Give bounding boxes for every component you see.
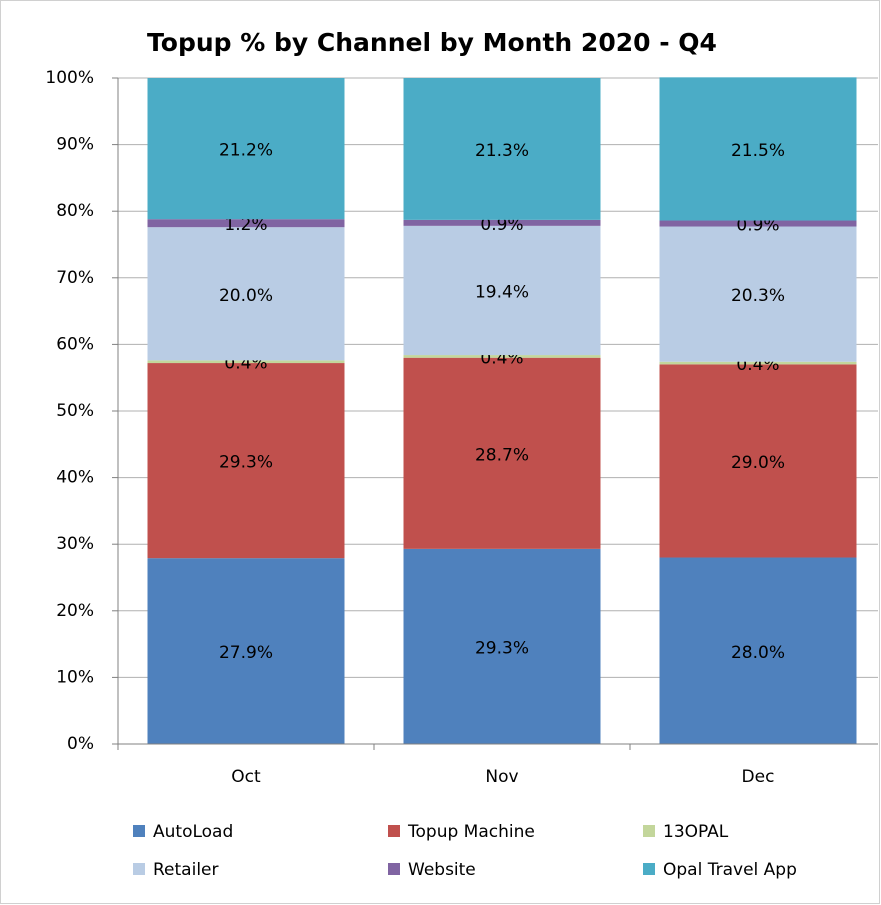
x-tick-label: Nov	[485, 767, 518, 787]
data-label: 29.0%	[731, 453, 785, 473]
legend-swatch	[388, 825, 400, 837]
legend-label: 13OPAL	[663, 822, 729, 842]
data-label: 27.9%	[219, 643, 273, 663]
y-tick-label: 10%	[56, 667, 94, 687]
data-label: 29.3%	[219, 453, 273, 473]
y-tick-label: 90%	[56, 135, 94, 155]
bar-segment	[403, 355, 601, 358]
bar-segment	[659, 364, 857, 558]
data-label: 19.4%	[475, 282, 529, 302]
data-label: 20.0%	[219, 286, 273, 306]
y-tick-label: 40%	[56, 468, 94, 488]
legend-swatch	[388, 863, 400, 875]
y-tick-label: 50%	[56, 401, 94, 421]
data-label: 28.7%	[475, 445, 529, 465]
bar-segment	[403, 225, 601, 356]
bar-segment	[659, 226, 857, 362]
legend-label: Opal Travel App	[663, 860, 797, 880]
bar-segment	[403, 548, 601, 744]
legend-label: Topup Machine	[407, 822, 535, 842]
bar-segment	[659, 77, 857, 221]
y-tick-label: 80%	[56, 201, 94, 221]
x-tick-label: Oct	[231, 767, 261, 787]
legend-swatch	[133, 863, 145, 875]
data-label: 21.3%	[475, 141, 529, 161]
bar-segment	[147, 360, 345, 364]
data-label: 21.5%	[731, 141, 785, 161]
y-tick-label: 100%	[45, 68, 94, 88]
y-tick-label: 0%	[67, 734, 94, 754]
legend-label: Website	[408, 860, 476, 880]
chart-title: Topup % by Channel by Month 2020 - Q4	[147, 28, 717, 57]
y-tick-label: 30%	[56, 534, 94, 554]
bar-segment	[147, 219, 345, 228]
bar-segment	[403, 357, 601, 549]
bar-segment	[147, 78, 345, 220]
data-label: 29.3%	[475, 638, 529, 658]
bar-segment	[659, 220, 857, 227]
bar-segment	[147, 227, 345, 361]
data-label: 28.0%	[731, 643, 785, 663]
x-tick-label: Dec	[742, 767, 775, 787]
y-tick-label: 60%	[56, 334, 94, 354]
data-label: 1.2%	[224, 215, 267, 235]
legend-swatch	[133, 825, 145, 837]
bar-segment	[659, 557, 857, 744]
bar-segment	[147, 558, 345, 744]
y-tick-label: 70%	[56, 268, 94, 288]
legend-label: AutoLoad	[153, 822, 233, 842]
bar-segment	[403, 78, 601, 220]
y-tick-label: 20%	[56, 601, 94, 621]
data-label: 20.3%	[731, 286, 785, 306]
legend-label: Retailer	[153, 860, 219, 880]
bar-segment	[147, 363, 345, 559]
legend-swatch	[643, 825, 655, 837]
legend-swatch	[643, 863, 655, 875]
bar-segment	[659, 361, 857, 365]
bar-segment	[403, 219, 601, 226]
data-label: 21.2%	[219, 141, 273, 161]
